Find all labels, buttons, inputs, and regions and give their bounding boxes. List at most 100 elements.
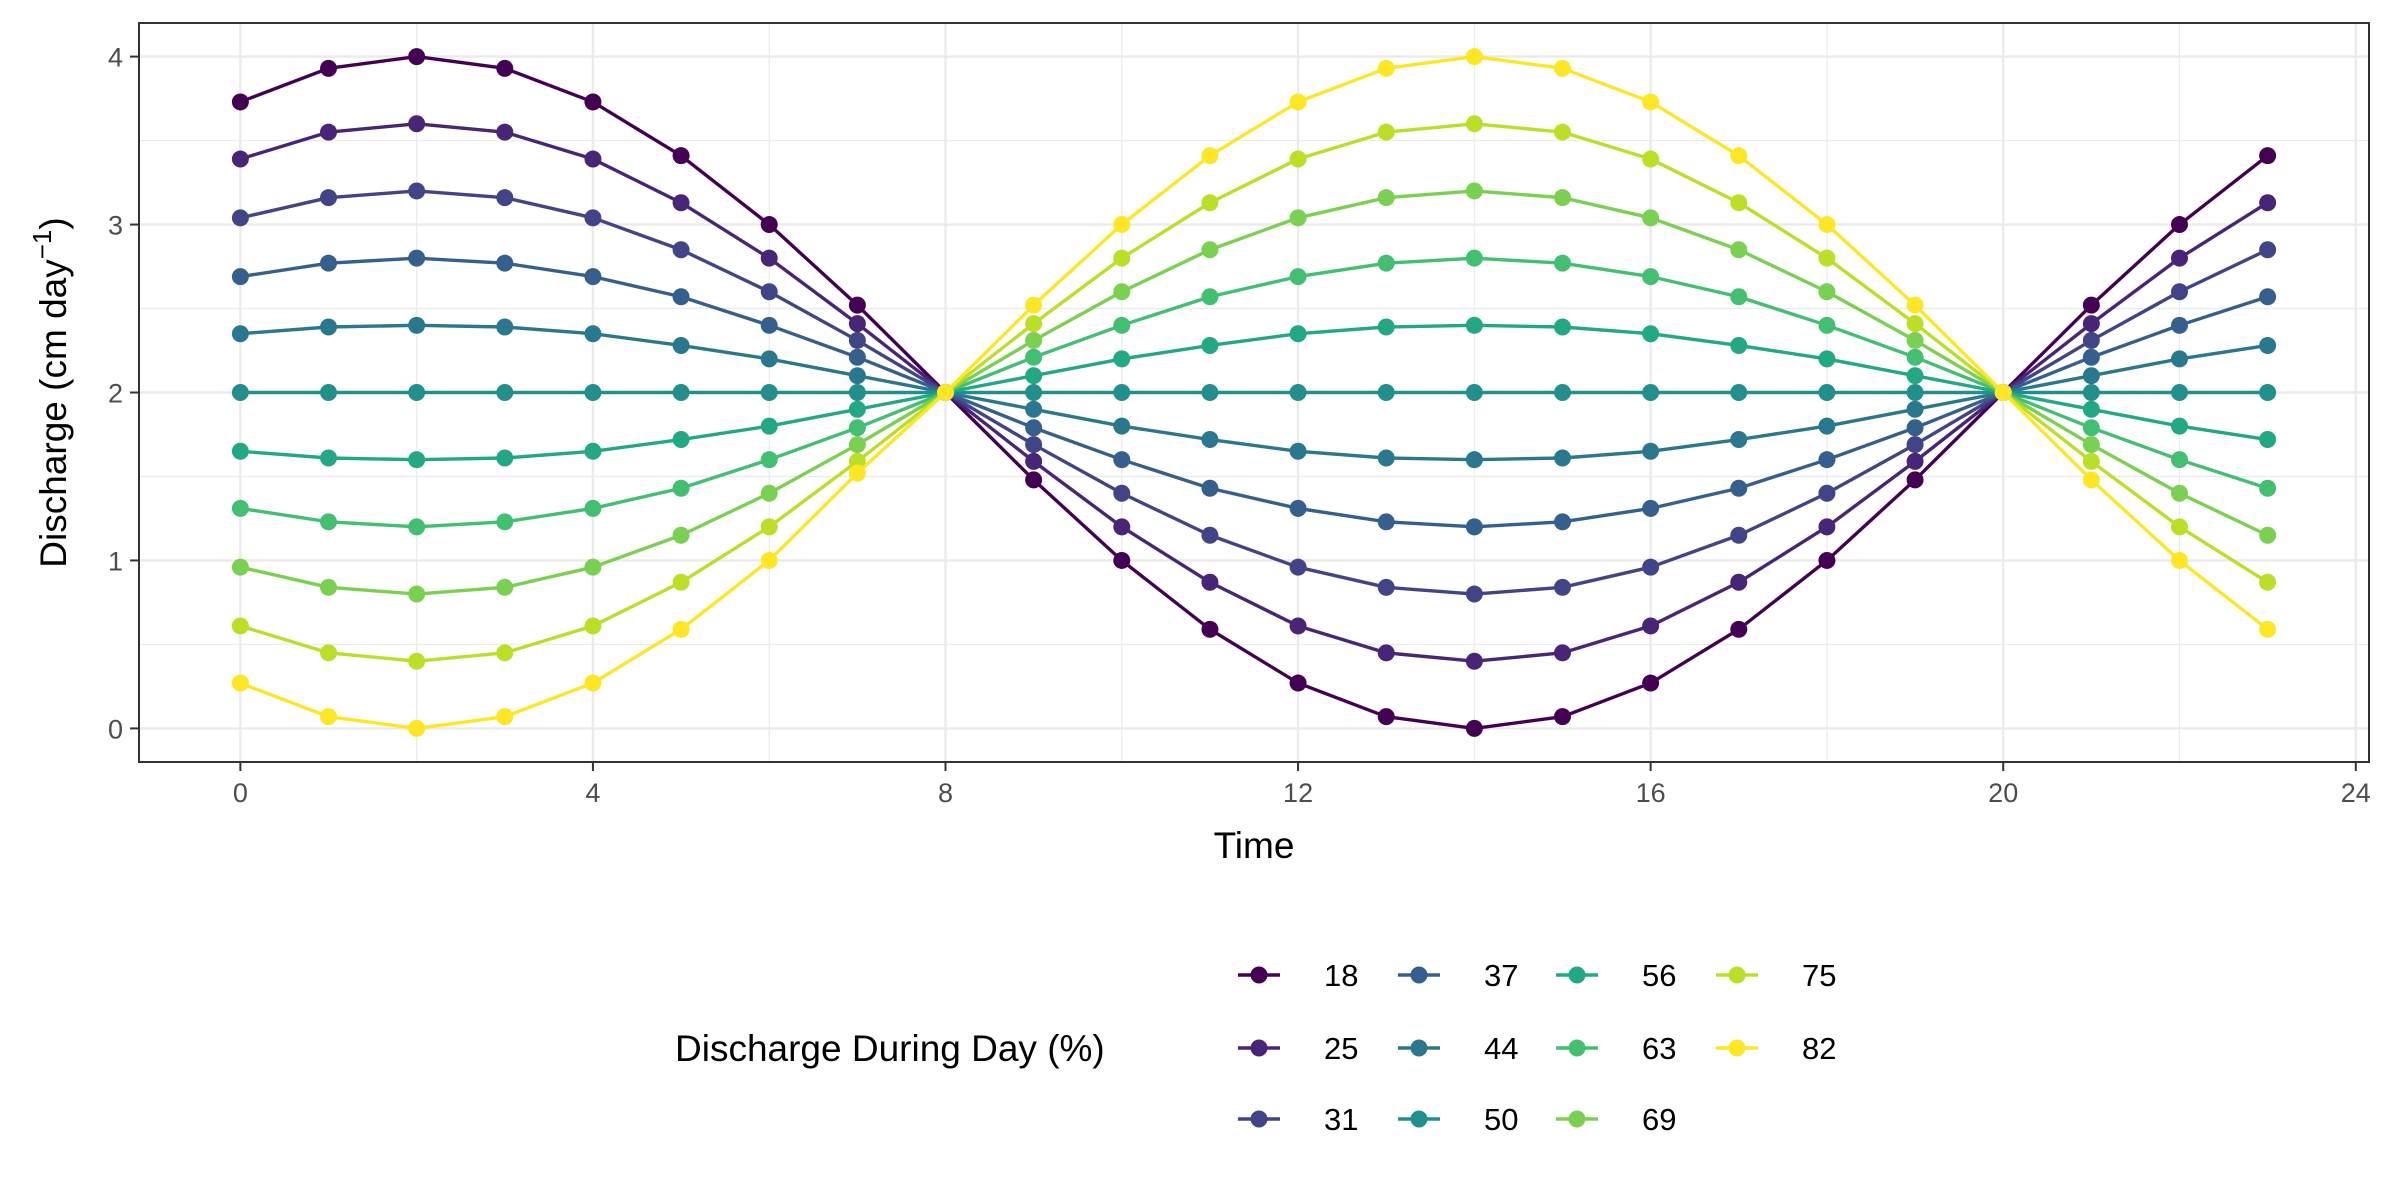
data-point xyxy=(1377,449,1395,467)
data-point xyxy=(1289,384,1307,401)
data-point xyxy=(848,452,866,470)
data-point xyxy=(408,518,426,536)
data-point xyxy=(1906,331,1924,349)
y-tick-label: 4 xyxy=(108,43,123,73)
data-point xyxy=(584,209,602,227)
legend-key-point xyxy=(1410,966,1428,984)
data-point xyxy=(1818,283,1836,301)
data-point xyxy=(1818,551,1836,569)
data-point xyxy=(672,147,690,165)
legend-item-69: 69 xyxy=(1556,1102,1676,1137)
y-tick-label: 0 xyxy=(108,714,123,744)
data-point xyxy=(496,708,514,726)
data-point xyxy=(760,518,778,536)
data-point xyxy=(1730,241,1748,259)
data-point xyxy=(408,316,426,334)
series-37 xyxy=(231,249,2277,536)
data-point xyxy=(2259,194,2277,212)
data-point xyxy=(1642,268,1660,286)
data-point xyxy=(1642,499,1660,517)
data-point xyxy=(1377,384,1395,401)
data-point xyxy=(496,123,514,141)
legend-item-75: 75 xyxy=(1716,958,1836,993)
series-line xyxy=(240,323,2268,462)
data-point xyxy=(320,254,338,272)
x-tick-label: 8 xyxy=(938,778,953,808)
data-point xyxy=(1113,518,1131,536)
data-point xyxy=(760,249,778,267)
series-lines xyxy=(231,48,2277,737)
data-point xyxy=(2082,367,2100,385)
series-25 xyxy=(231,115,2277,670)
data-point xyxy=(1113,384,1131,401)
legend-key-point xyxy=(1250,966,1268,984)
data-point xyxy=(2170,484,2188,502)
data-point xyxy=(231,325,249,343)
data-point xyxy=(1553,384,1571,401)
legend-item-63: 63 xyxy=(1556,1031,1676,1066)
y-axis-title-main: Discharge (cm day xyxy=(33,259,74,568)
data-point xyxy=(584,674,602,692)
data-point xyxy=(231,499,249,517)
data-point xyxy=(1553,189,1571,207)
data-point xyxy=(2082,296,2100,314)
data-point xyxy=(1818,451,1836,469)
data-point xyxy=(408,182,426,200)
data-point xyxy=(408,48,426,66)
data-point xyxy=(760,350,778,368)
data-point xyxy=(672,336,690,354)
data-point xyxy=(2170,417,2188,435)
data-point xyxy=(584,617,602,635)
data-point xyxy=(1465,518,1483,536)
data-point xyxy=(1818,316,1836,334)
data-point xyxy=(1465,719,1483,737)
legend-key-point xyxy=(1410,1110,1428,1128)
data-point xyxy=(320,644,338,662)
data-point xyxy=(584,325,602,343)
data-point xyxy=(1906,471,1924,489)
data-point xyxy=(2082,384,2100,401)
data-point xyxy=(848,400,866,418)
data-point xyxy=(1906,315,1924,333)
data-point xyxy=(1642,558,1660,576)
series-56 xyxy=(231,316,2277,469)
data-point xyxy=(584,150,602,168)
data-point xyxy=(1377,59,1395,77)
data-point xyxy=(1113,316,1131,334)
x-tick-label: 4 xyxy=(585,778,600,808)
data-point xyxy=(1201,620,1219,638)
data-point xyxy=(1377,513,1395,531)
data-point xyxy=(2170,350,2188,368)
legend-item-37: 37 xyxy=(1398,958,1518,993)
x-tick-label: 0 xyxy=(233,778,248,808)
legend-label: 75 xyxy=(1802,958,1836,993)
data-point xyxy=(1289,558,1307,576)
data-point xyxy=(1025,296,1043,314)
series-line xyxy=(239,189,2269,596)
data-point xyxy=(2259,384,2277,401)
data-point xyxy=(1730,147,1748,165)
data-point xyxy=(1377,644,1395,662)
data-point xyxy=(1730,479,1748,497)
data-point xyxy=(1289,442,1307,460)
data-point xyxy=(1642,384,1660,401)
data-point xyxy=(231,93,249,111)
data-point xyxy=(1025,315,1043,333)
data-point xyxy=(1113,551,1131,569)
legend-key-point xyxy=(1728,1039,1746,1057)
data-point xyxy=(408,249,426,267)
legend-label: 82 xyxy=(1802,1031,1836,1066)
data-point xyxy=(1113,249,1131,267)
data-point xyxy=(1201,147,1219,165)
data-point xyxy=(1465,316,1483,334)
data-point xyxy=(1906,452,1924,470)
data-point xyxy=(496,189,514,207)
data-point xyxy=(584,442,602,460)
data-point xyxy=(2082,331,2100,349)
data-point xyxy=(672,384,690,401)
data-point xyxy=(584,499,602,517)
data-point xyxy=(1289,674,1307,692)
data-point xyxy=(1906,419,1924,437)
data-point xyxy=(672,288,690,306)
data-point xyxy=(2170,249,2188,267)
